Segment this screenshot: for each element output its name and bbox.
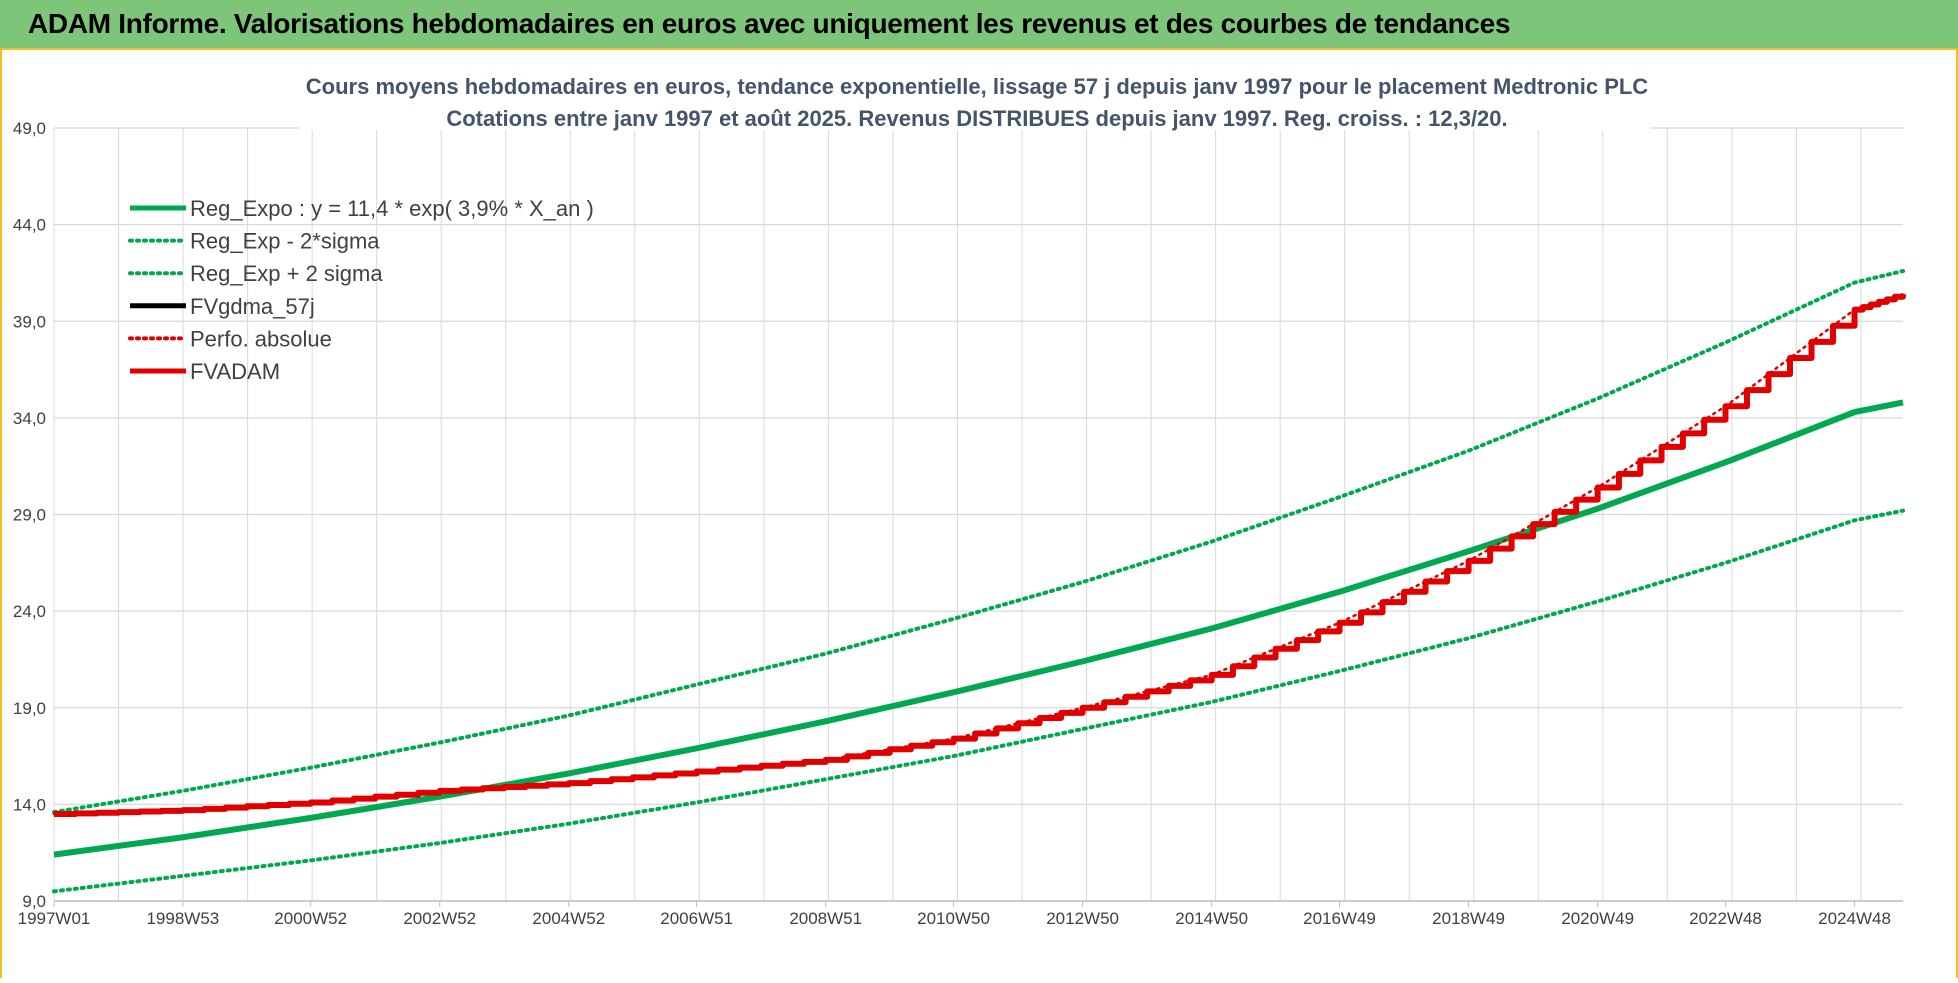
x-tick-label: 2012W50: [1046, 909, 1119, 928]
series-line-reg-expo: [53, 399, 1904, 858]
chart-area: 49,0 44,0 39,0 34,0 29,0 24,0 19,0 14,0 9,0 1997W…: [0, 50, 1958, 978]
x-tick-label: 2014W50: [1175, 909, 1248, 928]
report-title: ADAM Informe. Valorisations hebdomadaire…: [28, 8, 1511, 39]
series-line-perfo-absolue: [52, 292, 1905, 816]
x-tick-label: 1998W53: [146, 909, 219, 928]
legend-reg-expo-label: Reg_Expo : y = 11,4 * exp( 3,9% * X_an ): [190, 196, 594, 221]
legend: Reg_Expo : y = 11,4 * exp( 3,9% * X_an )…: [128, 196, 594, 384]
report-banner: ADAM Informe. Valorisations hebdomadaire…: [0, 0, 1958, 50]
legend-perfo-label: Perfo. absolue: [190, 326, 332, 351]
series-lines: [52, 269, 1906, 894]
x-tick-label: 2010W50: [917, 909, 990, 928]
chart-title: Cours moyens hebdomadaires en euros, ten…: [300, 60, 1650, 131]
legend-reg-exp-plus-label: Reg_Exp + 2 sigma: [190, 261, 383, 286]
axes: 49,0 44,0 39,0 34,0 29,0 24,0 19,0 14,0 9,01997W…: [13, 119, 1903, 928]
x-tick-label: 2002W52: [403, 909, 476, 928]
series-line-fvadam: [54, 293, 1906, 818]
x-tick-label: 2008W51: [789, 909, 862, 928]
legend-fvgdma-label: FVgdma_57j: [190, 294, 315, 319]
y-tick-label: 14,0: [13, 795, 46, 814]
y-tick-label: 34,0: [13, 409, 46, 428]
y-tick-label: 24,0: [13, 602, 46, 621]
y-tick-label: 44,0: [13, 216, 46, 235]
legend-reg-exp-minus-label: Reg_Exp - 2*sigma: [190, 229, 380, 254]
frame-right-border: [1956, 50, 1958, 978]
series-line-reg-exp-minus-2sigma: [52, 508, 1905, 894]
y-tick-label: 29,0: [13, 506, 46, 525]
chart-title-line1: Cours moyens hebdomadaires en euros, ten…: [306, 74, 1649, 99]
x-tick-label: 2016W49: [1303, 909, 1376, 928]
x-tick-label: 2020W49: [1561, 909, 1634, 928]
x-tick-label: 2018W49: [1432, 909, 1505, 928]
line-chart: 49,0 44,0 39,0 34,0 29,0 24,0 19,0 14,0 9,01997W…: [13, 60, 1906, 928]
x-tick-label: 2022W48: [1689, 909, 1762, 928]
frame-left-border: [0, 50, 2, 978]
y-tick-label: 39,0: [13, 312, 46, 331]
x-tick-label: 2006W51: [660, 909, 733, 928]
chart-title-line2: Cotations entre janv 1997 et août 2025. …: [446, 106, 1507, 131]
chart-title-background: [300, 60, 1650, 130]
y-tick-label: 19,0: [13, 699, 46, 718]
series-line-reg-exp-plus-2sigma: [52, 269, 1905, 815]
x-tick-label: 2024W48: [1818, 909, 1891, 928]
x-tick-label: 2004W52: [532, 909, 605, 928]
x-tick-label: 1997W01: [18, 909, 91, 928]
x-tick-label: 2000W52: [274, 909, 347, 928]
legend-fvadam-label: FVADAM: [190, 359, 280, 384]
y-tick-label: 9,0: [22, 892, 46, 911]
y-tick-label: 49,0: [13, 119, 46, 138]
